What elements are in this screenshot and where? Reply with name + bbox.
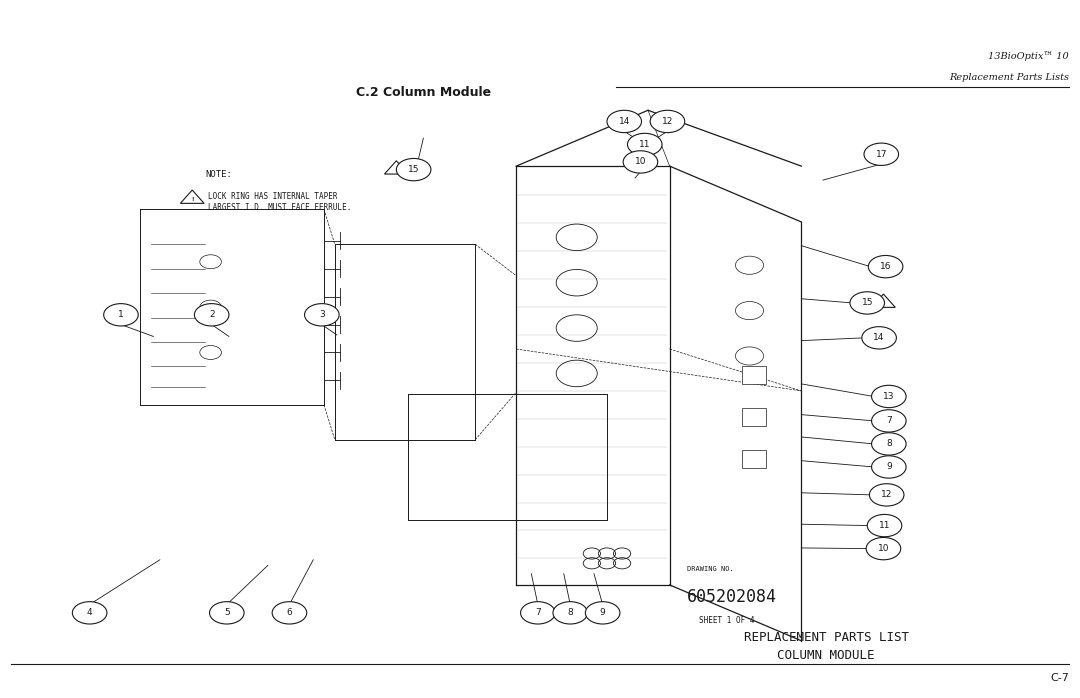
Circle shape: [872, 410, 906, 432]
FancyBboxPatch shape: [742, 450, 766, 468]
Text: 8: 8: [567, 609, 573, 617]
Text: 7: 7: [886, 417, 892, 425]
Circle shape: [862, 327, 896, 349]
Text: SHEET 1 OF 4: SHEET 1 OF 4: [699, 616, 754, 625]
Text: 12: 12: [881, 491, 892, 499]
Circle shape: [305, 304, 339, 326]
Text: 3: 3: [319, 311, 325, 319]
Circle shape: [607, 110, 642, 133]
Text: 11: 11: [879, 521, 890, 530]
Text: 17: 17: [876, 150, 887, 158]
Circle shape: [850, 292, 885, 314]
Circle shape: [210, 602, 244, 624]
Circle shape: [72, 602, 107, 624]
Text: !: !: [882, 301, 885, 306]
Text: 605202084: 605202084: [687, 588, 777, 607]
Text: 10: 10: [878, 544, 889, 553]
Circle shape: [872, 385, 906, 408]
Circle shape: [396, 158, 431, 181]
Circle shape: [272, 602, 307, 624]
Text: 10: 10: [635, 158, 646, 166]
Text: 5: 5: [224, 609, 230, 617]
Circle shape: [585, 602, 620, 624]
Text: Replacement Parts Lists: Replacement Parts Lists: [949, 73, 1069, 82]
Text: REPLACEMENT PARTS LIST: REPLACEMENT PARTS LIST: [744, 631, 908, 644]
Text: 16: 16: [880, 262, 891, 271]
Text: C.2 Column Module: C.2 Column Module: [356, 86, 491, 99]
Circle shape: [867, 514, 902, 537]
Text: 6: 6: [286, 609, 293, 617]
Text: !: !: [395, 168, 397, 172]
Text: 14: 14: [874, 334, 885, 342]
Text: LOCK RING HAS INTERNAL TAPER: LOCK RING HAS INTERNAL TAPER: [208, 193, 338, 201]
Circle shape: [623, 151, 658, 173]
Text: 14: 14: [619, 117, 630, 126]
Circle shape: [868, 255, 903, 278]
Text: !: !: [191, 197, 193, 202]
Circle shape: [521, 602, 555, 624]
Circle shape: [866, 537, 901, 560]
Text: 4: 4: [86, 609, 93, 617]
Text: 11: 11: [639, 140, 650, 149]
Circle shape: [627, 133, 662, 156]
Circle shape: [872, 433, 906, 455]
Circle shape: [872, 456, 906, 478]
Text: 9: 9: [599, 609, 606, 617]
Circle shape: [553, 602, 588, 624]
Text: 1: 1: [118, 311, 124, 319]
FancyBboxPatch shape: [742, 366, 766, 384]
Text: 12: 12: [662, 117, 673, 126]
Text: 2: 2: [208, 311, 215, 319]
Text: 13: 13: [883, 392, 894, 401]
Text: COLUMN MODULE: COLUMN MODULE: [778, 649, 875, 662]
Text: C-7: C-7: [1051, 673, 1069, 683]
Text: 15: 15: [408, 165, 419, 174]
Text: LARGEST I.D. MUST FACE FERRULE.: LARGEST I.D. MUST FACE FERRULE.: [208, 203, 352, 211]
Circle shape: [104, 304, 138, 326]
Text: DRAWING NO.: DRAWING NO.: [687, 566, 733, 572]
Circle shape: [864, 143, 899, 165]
Text: NOTE:: NOTE:: [205, 170, 232, 179]
Text: 13BioOptix™ 10: 13BioOptix™ 10: [988, 52, 1069, 61]
Circle shape: [194, 304, 229, 326]
FancyBboxPatch shape: [742, 408, 766, 426]
Text: 9: 9: [886, 463, 892, 471]
Text: 15: 15: [862, 299, 873, 307]
Circle shape: [650, 110, 685, 133]
Text: 7: 7: [535, 609, 541, 617]
Circle shape: [869, 484, 904, 506]
Text: 8: 8: [886, 440, 892, 448]
